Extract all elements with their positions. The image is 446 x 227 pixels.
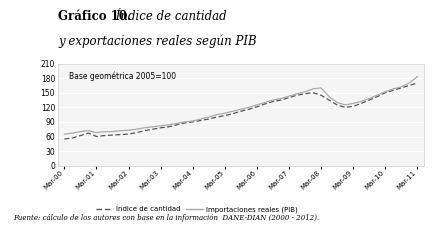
Text: Gráfico 10.: Gráfico 10. bbox=[58, 10, 131, 22]
Text: Base geométrica 2005=100: Base geométrica 2005=100 bbox=[69, 72, 176, 81]
Text: Fuente: cálculo de los autores con base en la información  DANE-DIAN (2000 - 201: Fuente: cálculo de los autores con base … bbox=[13, 215, 320, 222]
Legend: Índice de cantidad, Importaciones reales (PIB): Índice de cantidad, Importaciones reales… bbox=[93, 203, 301, 215]
Text: Índice de cantidad: Índice de cantidad bbox=[112, 10, 227, 22]
Text: y exportaciones reales según PIB: y exportaciones reales según PIB bbox=[58, 35, 256, 48]
